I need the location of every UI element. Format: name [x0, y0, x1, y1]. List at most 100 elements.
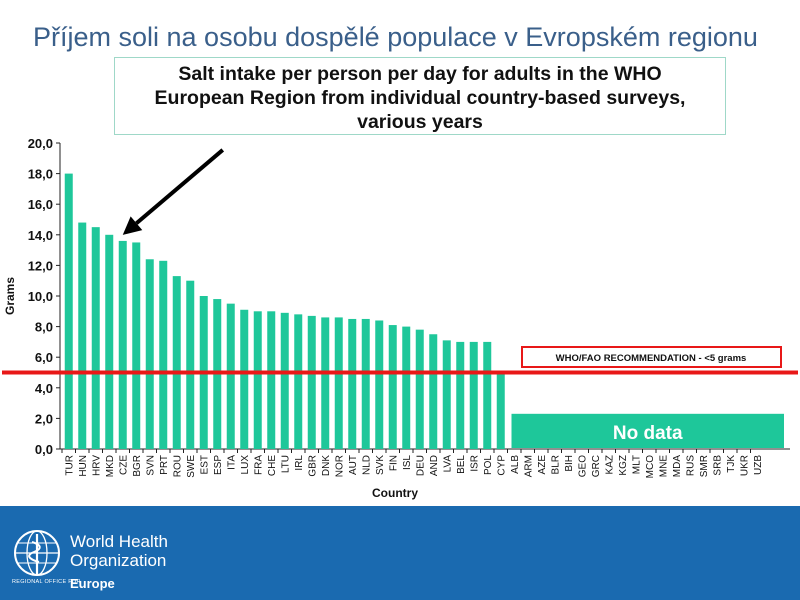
- x-tick-label-aze: AZE: [537, 455, 548, 475]
- x-tick-label-deu: DEU: [415, 455, 426, 476]
- regional-office-label: REGIONAL OFFICE FOR: [12, 579, 81, 585]
- x-tick-label-pol: POL: [483, 455, 494, 475]
- bar-deu: [415, 329, 424, 449]
- bar-bgr: [132, 242, 141, 449]
- chart-title-line-1: Salt intake per person per day for adult…: [178, 63, 662, 85]
- x-tick-label-hun: HUN: [78, 455, 89, 477]
- bar-tur: [64, 173, 73, 449]
- x-tick-label-bgr: BGR: [132, 455, 143, 477]
- x-tick-label-esp: ESP: [213, 455, 224, 475]
- recommendation-box: [521, 346, 782, 368]
- no-data-block: [511, 413, 784, 448]
- x-tick-label-alb: ALB: [510, 455, 521, 474]
- y-tick-label: 14,0: [28, 228, 53, 243]
- x-tick-label-kaz: KAZ: [604, 455, 615, 474]
- x-tick-label-dnk: DNK: [321, 455, 332, 476]
- bar-nld: [361, 318, 370, 449]
- footer-bar: [0, 506, 800, 600]
- x-tick-label-cze: CZE: [118, 455, 129, 475]
- bar-lux: [240, 309, 249, 449]
- x-tick-label-tjk: TJK: [726, 455, 737, 473]
- x-tick-label-est: EST: [199, 455, 210, 474]
- bar-hrv: [91, 227, 100, 449]
- x-tick-label-swe: SWE: [186, 455, 197, 478]
- bar-cyp: [496, 374, 505, 449]
- bar-gbr: [307, 315, 316, 449]
- x-tick-label-cyp: CYP: [496, 455, 507, 476]
- x-tick-label-isr: ISR: [469, 455, 480, 472]
- no-data-label: No data: [613, 423, 683, 444]
- y-tick-label: 20,0: [28, 136, 53, 151]
- x-tick-label-hrv: HRV: [91, 455, 102, 476]
- bar-svk: [375, 320, 384, 449]
- x-tick-label-uzb: UZB: [753, 455, 764, 475]
- x-tick-label-mda: MDA: [672, 455, 683, 478]
- x-tick-label-gbr: GBR: [307, 455, 318, 477]
- x-tick-label-mkd: MKD: [105, 455, 116, 477]
- chart-title-line-2: European Region from individual country-…: [154, 87, 686, 109]
- bar-fin: [388, 325, 397, 449]
- bar-ita: [226, 303, 235, 449]
- bar-isr: [469, 341, 478, 449]
- bar-hun: [78, 222, 87, 449]
- y-tick-label: 12,0: [28, 258, 53, 273]
- bar-nor: [334, 317, 343, 449]
- bar-lva: [442, 340, 451, 449]
- x-tick-label-srb: SRB: [712, 455, 723, 476]
- y-tick-label: 0,0: [35, 442, 53, 457]
- y-axis-label: Grams: [3, 277, 17, 315]
- arrow-head-icon: [122, 216, 143, 235]
- bar-bel: [456, 341, 465, 449]
- bar-aut: [348, 318, 357, 449]
- bar-mkd: [105, 234, 114, 449]
- x-tick-label-mco: MCO: [645, 455, 656, 479]
- x-axis-label: Country: [372, 486, 418, 500]
- salt-intake-chart: 0,0 2,0 4,0 6,0 8,0 10,0 12,0 14,0 16,0 18,0 20,0 G…: [2, 136, 798, 500]
- x-tick-label-nld: NLD: [361, 455, 372, 475]
- chart-title: Salt intake per person per day for adult…: [114, 57, 726, 135]
- x-tick-label-rus: RUS: [685, 455, 696, 476]
- region-label: Europe: [70, 576, 115, 591]
- who-emblem-icon: [14, 530, 60, 576]
- x-tick-label-mlt: MLT: [631, 455, 642, 474]
- x-tick-label-tur: TUR: [64, 455, 75, 476]
- x-tick-label-fra: FRA: [253, 455, 264, 475]
- x-tick-label-grc: GRC: [591, 455, 602, 477]
- organization-name: World Health Organization: [70, 532, 168, 570]
- bar-dnk: [321, 317, 330, 449]
- x-tick-label-kgz: KGZ: [618, 455, 629, 476]
- bar-svn: [145, 259, 154, 449]
- x-tick-label-geo: GEO: [577, 455, 588, 477]
- x-tick-label-aut: AUT: [348, 455, 359, 475]
- x-tick-label-bih: BIH: [564, 455, 575, 472]
- x-tick-label-svn: SVN: [145, 455, 156, 476]
- x-tick-label-fin: FIN: [388, 455, 399, 471]
- bar-swe: [186, 280, 195, 449]
- x-tick-label-isl: ISL: [402, 455, 413, 470]
- y-tick-label: 2,0: [35, 411, 53, 426]
- x-tick-label-prt: PRT: [159, 455, 170, 475]
- org-line-1: World Health: [70, 532, 168, 551]
- bar-rou: [172, 276, 181, 449]
- x-tick-label-bel: BEL: [456, 455, 467, 474]
- x-tick-label-blr: BLR: [550, 455, 561, 474]
- x-tick-label-irl: IRL: [294, 455, 305, 471]
- bar-irl: [294, 314, 303, 449]
- x-tick-label-ita: ITA: [226, 455, 237, 470]
- x-tick-label-che: CHE: [267, 455, 278, 476]
- y-tick-label: 16,0: [28, 197, 53, 212]
- y-tick-label: 8,0: [35, 320, 53, 335]
- x-tick-label-arm: ARM: [523, 455, 534, 477]
- slide-title: Příjem soli na osobu dospělé populace v …: [33, 22, 758, 52]
- bar-prt: [159, 260, 168, 449]
- x-tick-label-ltu: LTU: [280, 455, 291, 473]
- x-tick-label-svk: SVK: [375, 455, 386, 475]
- y-tick-label: 6,0: [35, 350, 53, 365]
- x-tick-label-and: AND: [429, 455, 440, 476]
- x-tick-label-mne: MNE: [658, 455, 669, 478]
- y-tick-label: 4,0: [35, 381, 53, 396]
- bar-ltu: [280, 312, 289, 449]
- chart-title-line-3: various years: [357, 111, 483, 133]
- arrow-shaft: [135, 148, 225, 225]
- bar-che: [267, 311, 276, 449]
